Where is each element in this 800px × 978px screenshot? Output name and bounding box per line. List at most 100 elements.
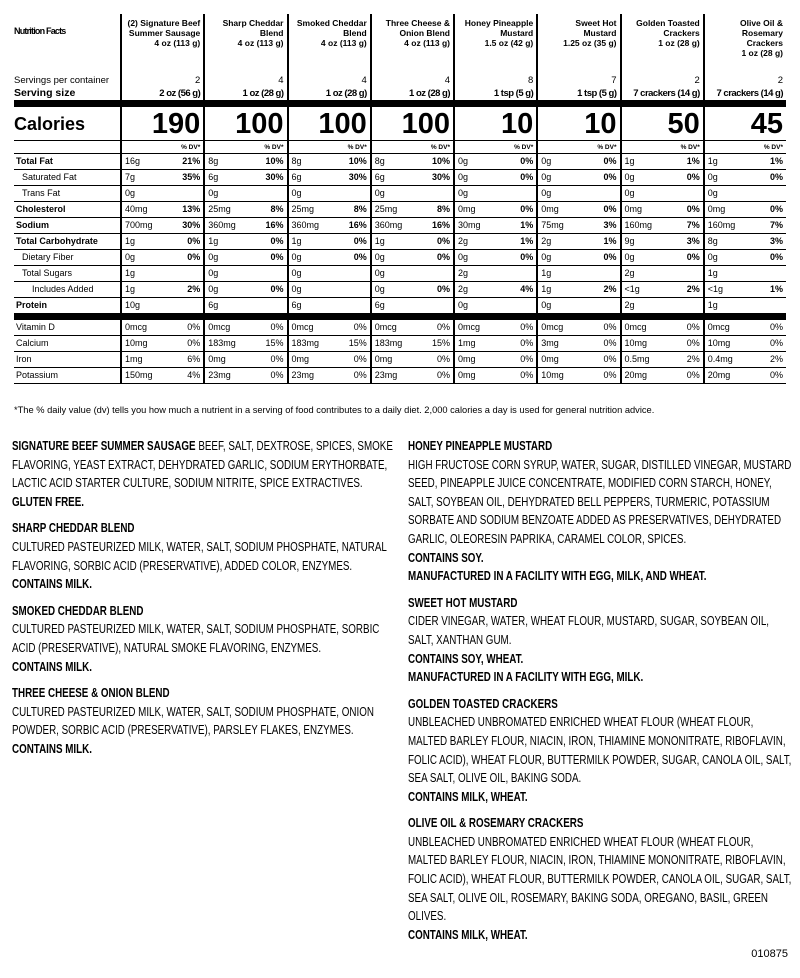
daily-value: 15% <box>265 338 284 348</box>
amount: 40mg <box>125 204 148 214</box>
calories: 190 <box>120 107 204 141</box>
daily-value: 0% <box>353 252 367 262</box>
daily-value: 21% <box>182 156 201 166</box>
ingredient-heading: SMOKED CHEDDAR BLEND <box>12 602 144 618</box>
rule <box>286 100 370 107</box>
daily-value: 30% <box>265 172 284 182</box>
rule <box>120 100 204 107</box>
product-name: Honey Pineapple Mustard <box>464 18 534 38</box>
amount: 25mg <box>291 204 315 214</box>
daily-value: 0% <box>603 354 617 364</box>
nutrient-cell: 160mg 7% <box>702 218 786 234</box>
daily-value: 0% <box>769 370 783 380</box>
dv-header: % DV* <box>536 141 620 154</box>
amount: 25mg <box>374 204 398 214</box>
daily-value: 0% <box>520 322 534 332</box>
rule <box>536 314 620 320</box>
nutrient-cell: <1g 2% <box>619 282 703 298</box>
product-header: Sweet Hot Mustard 1.25 oz (35 g) <box>536 14 619 75</box>
amount: 6g <box>374 300 385 310</box>
dv-header: % DV* <box>286 141 370 154</box>
nutrient-cell: 0mg 0% <box>453 202 537 218</box>
daily-value: 0% <box>436 370 450 380</box>
daily-value: 16% <box>348 220 367 230</box>
daily-value: 8% <box>436 204 450 214</box>
nutrient-label: Sodium <box>14 218 120 234</box>
amount: 160mg <box>624 220 653 230</box>
ingredient-heading: SIGNATURE BEEF SUMMER SAUSAGE <box>12 438 196 453</box>
product-weight: 1 oz (28 g) <box>741 48 783 58</box>
amount: 20mg <box>624 370 648 380</box>
nutrient-cell: 0g <box>369 186 453 202</box>
daily-value: 30% <box>182 220 201 230</box>
ingredient-text: UNBLEACHED UNBROMATED ENRICHED WHEAT FLO… <box>408 714 792 786</box>
nutrient-cell: 25mg 8% <box>286 202 370 218</box>
nutrient-cell: 1g <box>702 298 786 314</box>
nutrient-label: Protein <box>14 298 120 314</box>
vitamin-cell: 23mg 0% <box>369 368 453 384</box>
dv-header: % DV* <box>369 141 453 154</box>
amount: 0g <box>707 252 718 262</box>
ingredient-block: THREE CHEESE & ONION BLEND CULTURED PAST… <box>12 684 396 758</box>
vitamin-cell: 0mcg 0% <box>369 320 453 336</box>
amount: 0g <box>125 252 136 262</box>
daily-value: 1% <box>769 284 783 294</box>
daily-value: 0% <box>436 284 450 294</box>
nutrient-cell: 25mg 8% <box>369 202 453 218</box>
ingredient-note: MANUFACTURED IN A FACILITY WITH EGG, MIL… <box>408 669 644 685</box>
nutrient-cell: 0mg 0% <box>619 202 703 218</box>
nutrient-cell: 7g 35% <box>120 170 204 186</box>
daily-value: 0% <box>603 156 617 166</box>
daily-value: 0% <box>436 354 450 364</box>
vitamin-cell: 10mg 0% <box>702 336 786 352</box>
daily-value: 0% <box>603 172 617 182</box>
daily-value: 0% <box>520 338 534 348</box>
servings: 2 <box>619 75 703 87</box>
ingredient-note: CONTAINS MILK, WHEAT. <box>408 788 528 804</box>
rule <box>203 314 287 320</box>
daily-value: 13% <box>182 204 201 214</box>
daily-value: 0% <box>520 172 534 182</box>
vitamin-cell: 0mcg 0% <box>286 320 370 336</box>
amount: 0g <box>291 188 302 198</box>
daily-value: 0% <box>686 252 700 262</box>
daily-value: 1% <box>520 220 534 230</box>
ingredient-block: SHARP CHEDDAR BLEND CULTURED PASTEURIZED… <box>12 519 396 593</box>
vitamin-cell: 183mg 15% <box>203 336 287 352</box>
amount: 2g <box>624 268 635 278</box>
daily-value: 0% <box>769 172 783 182</box>
rule <box>453 100 537 107</box>
ingredient-block: SWEET HOT MUSTARD CIDER VINEGAR, WATER, … <box>408 594 792 687</box>
nutrient-cell: 0g <box>453 298 537 314</box>
vitamin-cell: 10mg 0% <box>619 336 703 352</box>
daily-value: 0% <box>520 156 534 166</box>
amount: 0g <box>458 300 469 310</box>
amount: 360mg <box>208 220 236 230</box>
vitamin-label: Calcium <box>14 336 120 352</box>
daily-value: 1% <box>769 156 783 166</box>
nutrient-cell: 0g 0% <box>702 250 786 266</box>
amount: 0g <box>208 188 219 198</box>
rule <box>203 100 287 107</box>
product-header: Olive Oil & Rosemary Crackers 1 oz (28 g) <box>702 14 786 75</box>
dv-header: % DV* <box>702 141 786 154</box>
product-name: Sweet Hot Mustard <box>575 18 617 38</box>
daily-value: 2% <box>603 284 617 294</box>
daily-value: 0% <box>686 322 700 332</box>
daily-value: 10% <box>265 156 284 166</box>
daily-value: 0% <box>436 252 450 262</box>
amount: 0mcg <box>541 322 564 332</box>
daily-value: 10% <box>431 156 450 166</box>
ingredient-heading: SWEET HOT MUSTARD <box>408 594 518 610</box>
nutrient-cell: 75mg 3% <box>536 218 620 234</box>
nutrient-cell: 360mg 16% <box>369 218 453 234</box>
nutrient-label: Cholesterol <box>14 202 120 218</box>
amount: 0mcg <box>707 322 730 332</box>
amount: 0mg <box>208 354 226 364</box>
nutrient-label: Dietary Fiber <box>14 250 120 266</box>
ingredients-left: SIGNATURE BEEF SUMMER SAUSAGE BEEF, SALT… <box>12 437 396 767</box>
amount: 1g <box>291 236 302 246</box>
nutrient-cell: 8g 10% <box>203 154 287 170</box>
amount: 0g <box>208 252 219 262</box>
amount: 1g <box>541 268 552 278</box>
